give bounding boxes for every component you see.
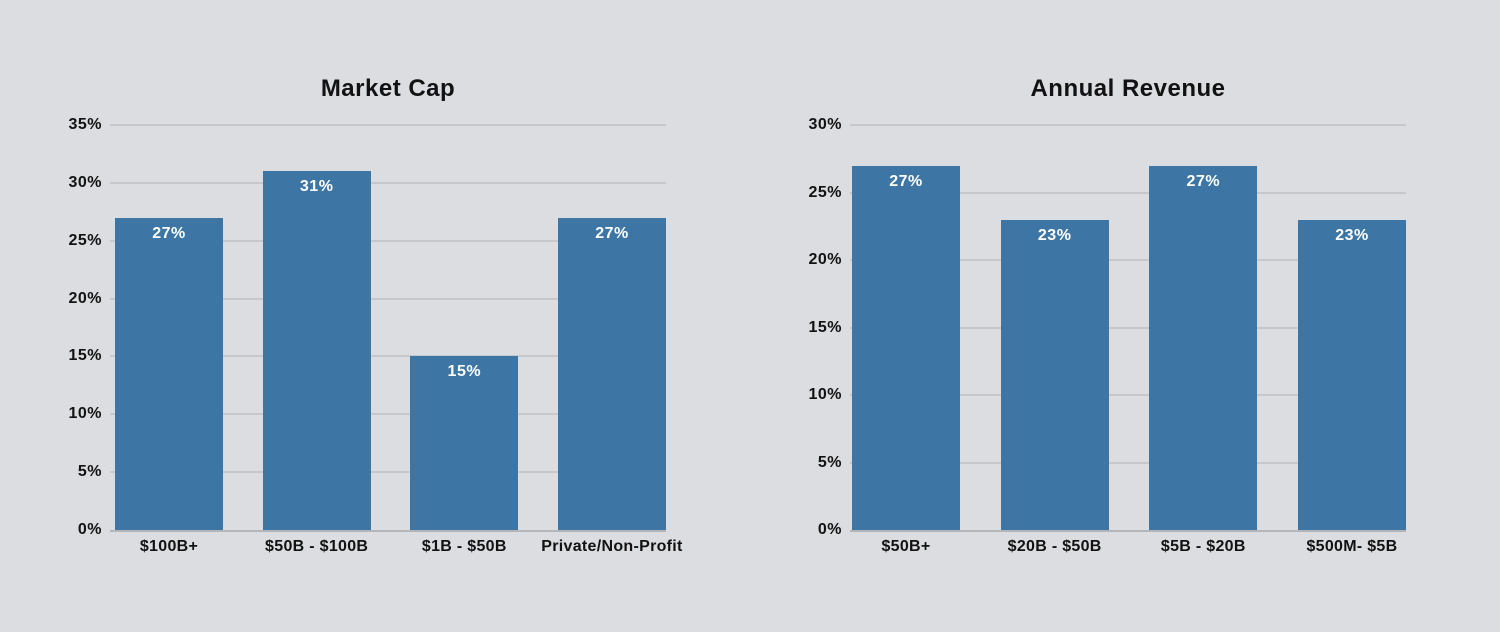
- x-axis-annual-revenue: $50B+ $20B - $50B $5B - $20B $500M- $5B: [850, 536, 1406, 558]
- y-tick-label: 25%: [68, 231, 102, 249]
- y-tick-label: 30%: [68, 173, 102, 191]
- gridline: [850, 191, 1406, 194]
- gridline: [110, 181, 666, 184]
- bar-value-label: 31%: [299, 178, 334, 196]
- x-axis-market-cap: $100B+ $50B - $100B $1B - $50B Private/Non-…: [110, 536, 683, 558]
- gridline: [850, 326, 1406, 329]
- y-axis-annual-revenue: 0% 5% 10% 15% 20% 25% 30%: [780, 116, 842, 538]
- x-category-cell: $100B+: [115, 536, 223, 558]
- y-tick-label: 0%: [77, 521, 102, 538]
- x-category-label: $5B - $20B: [1160, 538, 1246, 555]
- x-category-cell: $50B+: [852, 536, 960, 558]
- gridline: [110, 355, 666, 358]
- gridline: [110, 297, 666, 300]
- y-tick-label: 35%: [68, 116, 102, 133]
- bar: 23%: [1000, 219, 1109, 530]
- y-tick-label: 15%: [808, 318, 842, 336]
- y-tick-label: 10%: [68, 405, 102, 423]
- x-category-label: $50B+: [881, 538, 931, 555]
- y-tick-label: 30%: [808, 116, 842, 133]
- gridline: [850, 259, 1406, 261]
- bar-value-label: 27%: [1186, 172, 1221, 190]
- y-tick-label: 15%: [68, 347, 102, 365]
- gridline: [850, 124, 1406, 126]
- gridline: [110, 124, 666, 126]
- x-category-cell: $500M- $5B: [1298, 536, 1406, 558]
- bar-value-label: 23%: [1037, 226, 1072, 244]
- bar-value-label: 27%: [595, 224, 629, 242]
- bars-row: 27% 23% 27% 23%: [850, 125, 1406, 530]
- bar: 27%: [115, 217, 223, 530]
- gridline: [850, 394, 1406, 396]
- chart-title-annual-revenue: Annual Revenue: [1030, 75, 1226, 102]
- y-tick-label: 5%: [77, 463, 102, 481]
- x-category-label: $20B - $50B: [1007, 538, 1102, 555]
- gridline: [110, 471, 666, 474]
- bar-value-label: 23%: [1335, 226, 1369, 244]
- x-category-label: $100B+: [139, 538, 199, 555]
- x-category-label: $50B - $100B: [265, 538, 369, 555]
- y-tick-label: 5%: [817, 453, 842, 471]
- x-category-label: $1B - $50B: [421, 538, 507, 555]
- bar: 27%: [557, 217, 666, 530]
- plot-area-annual-revenue: 27% 23% 27% 23%: [850, 124, 1406, 532]
- x-category-cell: $50B - $100B: [263, 536, 371, 558]
- x-category-cell: $1B - $50B: [410, 536, 518, 558]
- y-tick-label: 20%: [808, 251, 842, 268]
- x-category-cell: Private/Non-Profit: [541, 536, 682, 558]
- x-category-cell: $5B - $20B: [1149, 536, 1257, 558]
- bar-value-label: 27%: [152, 224, 186, 242]
- bar: 27%: [1149, 165, 1258, 530]
- x-axis-line: [110, 530, 666, 532]
- y-tick-label: 0%: [817, 521, 842, 538]
- x-category-label: $500M- $5B: [1306, 538, 1398, 555]
- x-category-cell: $20B - $50B: [1001, 536, 1109, 558]
- bar: 23%: [1297, 219, 1406, 530]
- bar: 27%: [852, 165, 960, 530]
- x-axis-line: [850, 530, 1406, 532]
- gridline: [110, 239, 666, 242]
- chart-title-market-cap: Market Cap: [320, 75, 456, 102]
- bars-row: 27% 31% 15% 27%: [110, 125, 666, 530]
- plot-area-market-cap: 27% 31% 15% 27%: [110, 124, 666, 532]
- bar: 31%: [262, 171, 371, 530]
- gridline: [850, 461, 1406, 464]
- y-tick-label: 25%: [808, 183, 842, 201]
- gridline: [110, 413, 666, 416]
- x-category-label: Private/Non-Profit: [541, 538, 683, 555]
- bar-value-label: 15%: [447, 363, 482, 381]
- bar-value-label: 27%: [889, 172, 923, 190]
- y-axis-market-cap: 0% 5% 10% 15% 20% 25% 30% 35%: [40, 116, 102, 538]
- bar: 15%: [410, 356, 519, 530]
- y-tick-label: 20%: [68, 289, 102, 307]
- y-tick-label: 10%: [808, 386, 842, 403]
